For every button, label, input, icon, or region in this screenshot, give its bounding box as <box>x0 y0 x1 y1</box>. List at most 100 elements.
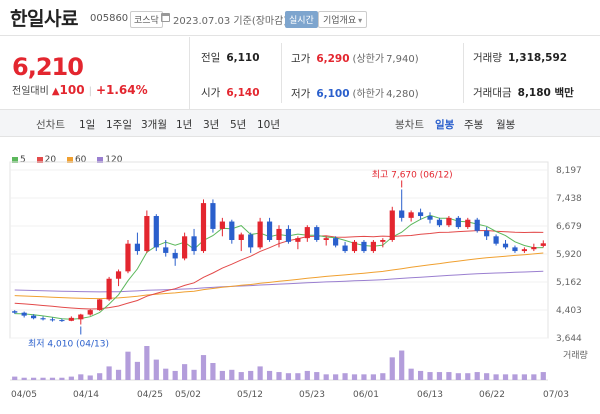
candle <box>87 309 93 316</box>
volume-bar <box>219 370 225 380</box>
stat-open-label: 시가 <box>201 87 221 99</box>
candle <box>474 217 480 233</box>
stat-volume: 거래량 1,318,592 <box>473 50 567 65</box>
candle-body <box>163 247 169 253</box>
stat-upper-label: (상한가 <box>352 54 385 65</box>
candle-body <box>153 216 159 248</box>
candle <box>219 217 225 237</box>
volume-bar <box>314 372 320 380</box>
candle-body <box>493 236 499 244</box>
volume-bar <box>21 377 27 380</box>
stat-prev-label: 전일 <box>201 52 221 64</box>
candle <box>68 316 74 322</box>
candle <box>370 239 376 253</box>
candlestick-chart[interactable]: 8,197 7,438 6,679 5,920 5,162 4,403 3,644 최고 7,… <box>0 138 600 414</box>
stat-prev-value: 6,110 <box>226 52 260 64</box>
volume-bar <box>210 363 216 380</box>
candle-body <box>474 219 480 231</box>
candle-body <box>229 221 235 240</box>
stat-amount-value: 8,180 백만 <box>517 87 574 99</box>
volume-bar <box>163 368 169 380</box>
candle-body <box>12 311 18 313</box>
candle-body <box>380 239 386 242</box>
volume-bar <box>59 377 65 380</box>
volume-bar <box>153 359 159 380</box>
ma120-line <box>14 270 544 293</box>
legend-swatch <box>66 156 73 163</box>
candle <box>229 219 235 244</box>
candle <box>134 232 141 255</box>
candle-body <box>248 234 254 248</box>
legend-ma120: 120 <box>97 155 122 165</box>
separator: | <box>88 86 92 97</box>
tab-3month[interactable]: 3개월 <box>141 119 168 131</box>
candle <box>399 189 405 222</box>
candle-body <box>351 241 358 252</box>
candle <box>531 243 537 252</box>
volume-bar <box>106 366 112 380</box>
candle-body <box>427 216 433 220</box>
candle-body <box>540 243 546 246</box>
x-tick-label: 05/12 <box>237 390 263 400</box>
tab-1day[interactable]: 1일 <box>79 119 96 131</box>
candle-body <box>285 228 292 242</box>
candle <box>342 241 348 253</box>
change-amount: 100 <box>59 83 85 97</box>
x-tick-label: 06/01 <box>353 390 379 400</box>
tab-line-chart[interactable]: 선차트 <box>36 119 65 131</box>
tab-10year[interactable]: 10년 <box>257 119 281 131</box>
candle <box>408 210 414 222</box>
candle-body <box>134 243 141 252</box>
candle-body <box>370 241 376 252</box>
candle <box>323 236 329 246</box>
tab-monthly[interactable]: 월봉 <box>496 119 516 131</box>
x-tick-label: 05/23 <box>299 390 325 400</box>
stats-panel: 전일 6,110 시가 6,140 고가 6,290 (상한가 7,940) 저가 6,10… <box>191 37 600 109</box>
candle <box>172 249 178 266</box>
candle <box>78 313 84 325</box>
tab-5year[interactable]: 5년 <box>230 119 247 131</box>
x-tick-label: 07/03 <box>543 390 569 400</box>
realtime-button[interactable]: 실시간 <box>285 11 318 28</box>
volume-bar <box>68 376 74 380</box>
candle <box>238 232 244 252</box>
candle <box>493 234 499 246</box>
candle <box>333 236 339 248</box>
x-tick-label: 05/02 <box>175 390 201 400</box>
candle <box>125 239 131 274</box>
candle-body <box>68 317 74 321</box>
volume-bar <box>87 375 93 380</box>
stock-name: 한일사료 <box>10 8 78 30</box>
tab-3year[interactable]: 3년 <box>203 119 220 131</box>
tab-daily[interactable]: 일봉 <box>435 119 455 131</box>
volume-bar <box>97 373 103 380</box>
candle <box>266 217 273 242</box>
up-triangle-icon: ▲ <box>51 86 60 97</box>
stat-volume-label: 거래량 <box>473 52 502 64</box>
volume-bar <box>399 350 405 380</box>
volume-bar <box>333 374 339 380</box>
candle <box>106 276 112 301</box>
volume-bar <box>323 374 329 380</box>
tab-1week[interactable]: 1주일 <box>106 119 133 131</box>
stat-high-label: 고가 <box>291 53 311 65</box>
company-overview-dropdown[interactable]: 기업개요 ▾ <box>318 11 368 28</box>
tab-candle-chart[interactable]: 봉차트 <box>395 119 424 131</box>
y-tick-label: 3,644 <box>556 334 582 344</box>
base-date: 2023.07.03 기준(장마감) <box>173 16 288 27</box>
volume-bar <box>276 372 282 380</box>
tab-weekly[interactable]: 주봉 <box>464 119 484 131</box>
candle <box>210 199 216 233</box>
stat-prev: 전일 6,110 <box>201 50 260 65</box>
stat-lower-value: 4,280) <box>386 89 419 100</box>
tab-1year[interactable]: 1년 <box>176 119 193 131</box>
x-tick-label: 04/05 <box>11 390 37 400</box>
volume-bar <box>446 372 452 380</box>
candle <box>455 216 461 229</box>
volume-bar <box>191 369 197 380</box>
candle-body <box>210 203 216 229</box>
volume-bar <box>417 370 424 380</box>
change-label: 전일대비 <box>12 86 49 97</box>
candle-body <box>191 236 197 252</box>
candle <box>521 247 527 253</box>
